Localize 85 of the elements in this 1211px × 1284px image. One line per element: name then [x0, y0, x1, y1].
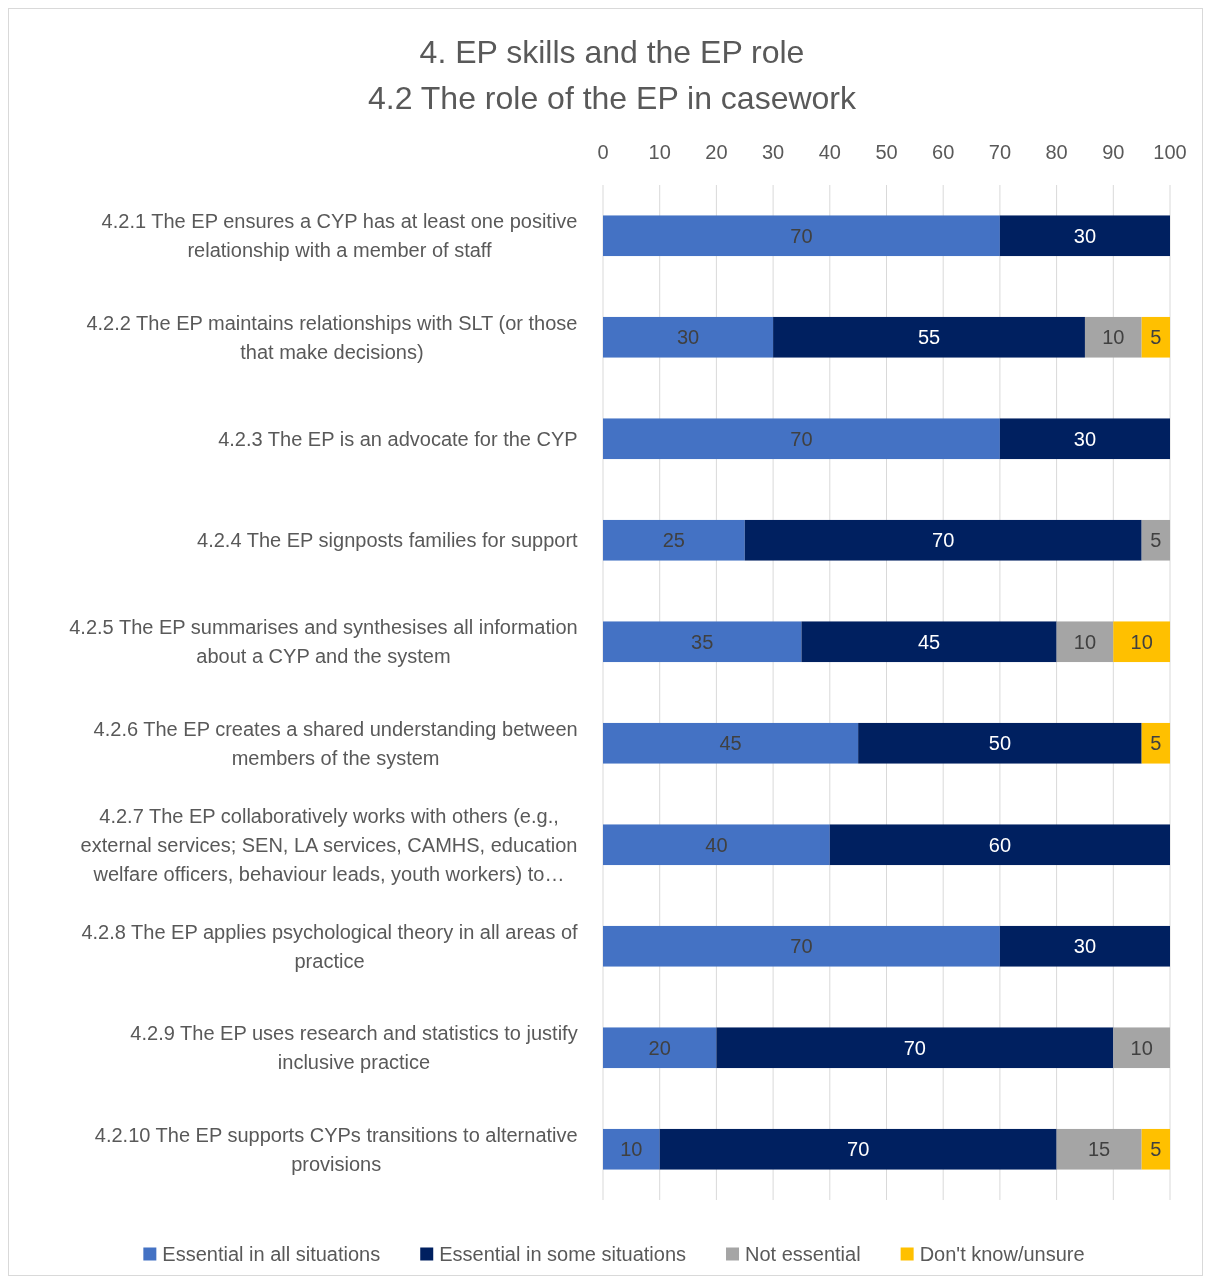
data-label: 20 [648, 1036, 671, 1059]
data-label: 45 [917, 630, 941, 653]
y-tick-label: 4.2.6 The EP creates a shared understanding between members of the system [93, 717, 578, 769]
y-tick-label: 4.2.9 The EP uses research and statistics to justify inclusive practice [130, 1022, 578, 1074]
bar [829, 824, 1170, 866]
x-tick-label: 50 [875, 141, 898, 163]
y-tick-label: 4.2.5 The EP summarises and synthesises all information about a CYP and the system [69, 616, 578, 668]
chart-subtitle: 4.2 The role of the EP in casework [368, 80, 857, 116]
data-label: 10 [1130, 630, 1153, 653]
bar [999, 418, 1170, 460]
bar [603, 316, 774, 358]
legend-label: Don't know/unsure [919, 1243, 1085, 1265]
bar [858, 722, 1142, 764]
y-tick-label: 4.2.3 The EP is an advocate for the CYP [218, 427, 578, 450]
bar [603, 418, 1000, 460]
bar [1141, 519, 1170, 561]
bar [1141, 316, 1170, 358]
y-tick-label: 4.2.8 The EP applies psychological theory in all areas of practice [81, 920, 579, 972]
data-label: 10 [1102, 326, 1125, 349]
data-label: 10 [1130, 1036, 1153, 1059]
bar [1113, 621, 1170, 663]
data-label: 30 [1073, 224, 1097, 247]
data-label: 50 [988, 732, 1012, 755]
data-label: 5 [1150, 529, 1162, 552]
bar [603, 824, 830, 866]
data-label: 10 [1073, 630, 1097, 653]
bar [716, 1027, 1114, 1069]
data-label: 35 [691, 630, 714, 653]
x-tick-label: 10 [648, 141, 671, 163]
x-tick-label: 30 [761, 141, 785, 163]
y-tick-label: 4.2.10 The EP supports CYPs transitions to alternative provisions [94, 1123, 578, 1175]
bar [1056, 1128, 1142, 1170]
x-tick-label: 70 [988, 141, 1012, 163]
bar [603, 519, 745, 561]
bar [1056, 621, 1114, 663]
chart-title: 4. EP skills and the EP role [419, 34, 805, 70]
data-label: 70 [847, 1138, 870, 1161]
bar [1141, 722, 1170, 764]
data-label: 70 [932, 529, 955, 552]
bar [659, 1128, 1057, 1170]
data-label: 30 [676, 326, 700, 349]
bar [603, 925, 1000, 967]
bar [801, 621, 1057, 663]
bar [603, 215, 1000, 257]
data-label: 60 [988, 833, 1012, 856]
bar [744, 519, 1142, 561]
data-label: 45 [719, 732, 742, 755]
data-label: 40 [705, 833, 728, 856]
x-tick-label: 80 [1045, 141, 1068, 163]
bar [603, 1027, 717, 1069]
x-tick-label: 60 [932, 141, 955, 163]
data-label: 70 [903, 1036, 926, 1059]
data-label: 5 [1150, 326, 1162, 349]
bar [1084, 316, 1142, 358]
x-tick-label: 90 [1102, 141, 1125, 163]
y-tick-label: 4.2.4 The EP signposts families for support [197, 529, 579, 552]
data-label: 30 [1073, 427, 1097, 450]
data-label: 25 [662, 529, 685, 552]
legend-label: Not essential [745, 1243, 861, 1265]
bar [999, 925, 1170, 967]
bar [603, 621, 802, 663]
bar [773, 316, 1085, 358]
data-label: 70 [790, 427, 813, 450]
data-label: 5 [1150, 1138, 1162, 1161]
bar [603, 722, 859, 764]
y-tick-label: 4.2.7 The EP collaboratively works with others (e.g., external services; SEN, LA services, CAMHS, education welfare officers, behaviour leads, youth workers) to… [80, 804, 578, 885]
bar [1113, 1027, 1170, 1069]
bar [603, 1128, 660, 1170]
legend-label: Essential in all situations [162, 1243, 381, 1265]
x-tick-label: 0 [597, 141, 609, 163]
data-label: 70 [790, 224, 813, 247]
x-tick-label: 100 [1153, 141, 1187, 163]
bar [999, 215, 1170, 257]
data-label: 30 [1073, 935, 1097, 958]
data-label: 10 [620, 1138, 643, 1161]
data-label: 70 [790, 935, 813, 958]
data-label: 15 [1088, 1138, 1111, 1161]
x-tick-label: 40 [818, 141, 841, 163]
data-label: 55 [917, 326, 941, 349]
legend-label: Essential in some situations [439, 1243, 687, 1265]
data-label: 5 [1150, 732, 1162, 755]
y-tick-label: 4.2.1 The EP ensures a CYP has at least one positive relationship with a member of staff [101, 210, 578, 262]
y-tick-label: 4.2.2 The EP maintains relationships with SLT (or those that make decisions) [86, 311, 578, 363]
bar [1141, 1128, 1170, 1170]
x-tick-label: 20 [705, 141, 728, 163]
